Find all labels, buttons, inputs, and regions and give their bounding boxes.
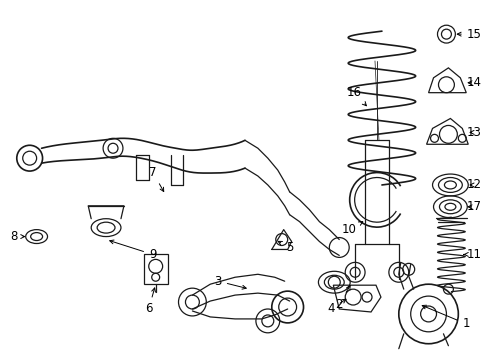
Text: 3: 3 [214,275,245,289]
Text: 14: 14 [466,76,481,89]
Text: 13: 13 [466,126,481,139]
Text: 9: 9 [109,240,156,261]
Text: 5: 5 [278,241,293,254]
Text: 10: 10 [341,222,362,236]
Text: 11: 11 [463,248,481,261]
Text: 4: 4 [327,299,346,315]
Text: 2: 2 [335,285,349,311]
Text: 1: 1 [421,305,469,330]
Text: 15: 15 [456,28,481,41]
Text: 8: 8 [10,230,24,243]
Text: 17: 17 [466,200,481,213]
Text: 16: 16 [346,86,366,106]
Text: 12: 12 [466,179,481,192]
Text: 6: 6 [145,288,155,315]
Text: 7: 7 [149,166,163,192]
